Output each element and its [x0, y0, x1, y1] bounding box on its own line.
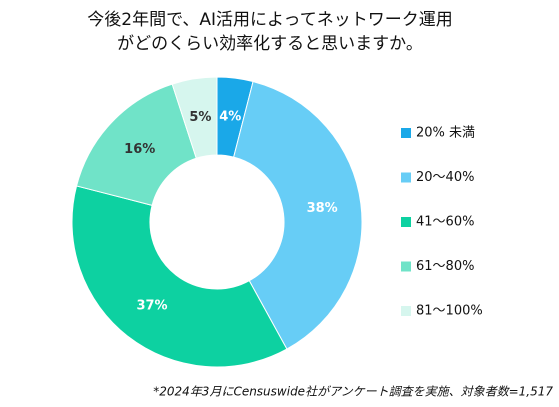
legend-swatch	[401, 306, 411, 316]
value-label: 38%	[307, 201, 338, 216]
value-label: 5%	[189, 110, 211, 125]
legend-swatch	[401, 128, 411, 138]
value-label: 4%	[219, 109, 241, 124]
legend-swatch	[401, 261, 411, 272]
legend-label: 61〜80%	[416, 259, 474, 274]
chart-title-line: がどのくらい効率化すると思いますか。	[117, 34, 423, 54]
legend-label: 81〜100%	[416, 304, 483, 319]
legend-swatch	[401, 217, 411, 227]
legend-swatch	[401, 172, 411, 183]
value-label: 37%	[136, 298, 167, 313]
legend-label: 41〜60%	[416, 215, 474, 230]
value-label: 16%	[124, 142, 155, 157]
legend-label: 20% 未満	[416, 126, 475, 141]
donut-segment	[75, 83, 197, 206]
footnote: *2024年3月にCensuswide社がアンケート調査を実施、対象者数=1,5…	[153, 385, 553, 399]
donut-segment	[71, 185, 288, 368]
donut-segment	[171, 76, 218, 159]
donut-segment	[233, 80, 363, 350]
legend-label: 20〜40%	[416, 170, 474, 185]
chart-title-line: 今後2年間で、AI活用によってネットワーク運用	[87, 10, 452, 30]
